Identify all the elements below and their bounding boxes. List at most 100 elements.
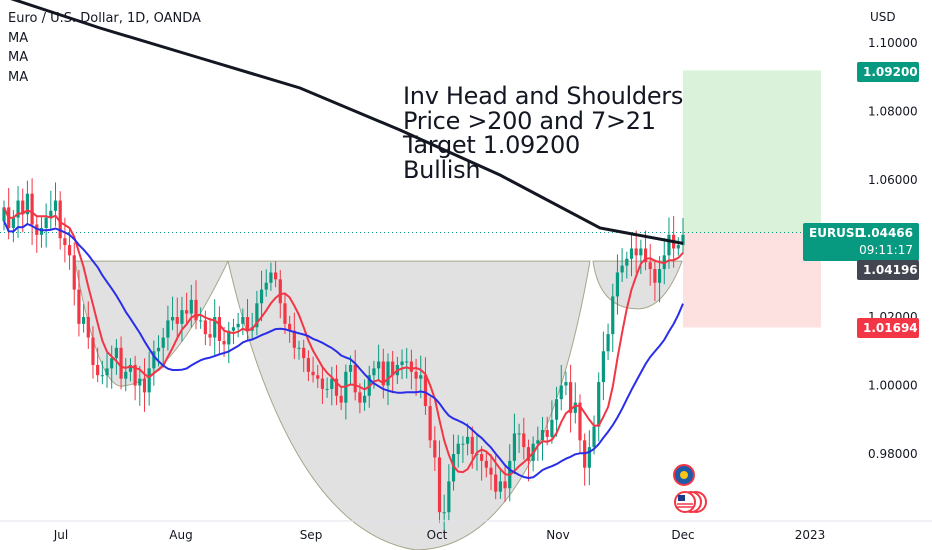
candle-body xyxy=(231,327,236,331)
candle-body xyxy=(559,385,563,400)
current-price-tag: EURUSD 1.04466 09:11:17 xyxy=(803,223,919,261)
annotation-line-2: Price >200 and 7>21 xyxy=(403,106,656,135)
eu-star-icon xyxy=(680,471,688,479)
candle-body xyxy=(255,303,259,328)
candle-body xyxy=(414,371,418,379)
candle-body xyxy=(91,337,95,365)
candle-body xyxy=(353,364,357,393)
event-icons[interactable] xyxy=(672,462,712,518)
candle-body xyxy=(297,347,301,349)
candle-body xyxy=(372,368,376,376)
annotation-line-4: Bullish xyxy=(403,155,481,184)
y-tick-label: 1.00000 xyxy=(868,379,918,393)
x-tick-label: Oct xyxy=(427,528,448,542)
candle-body xyxy=(536,440,540,444)
us-flag-icon xyxy=(678,495,685,501)
candle-body xyxy=(405,361,409,363)
candle-body xyxy=(465,436,470,444)
candle-body xyxy=(386,361,390,386)
candle-body xyxy=(569,382,573,413)
candle-body xyxy=(550,419,554,437)
candle-body xyxy=(339,395,343,403)
candle-body xyxy=(629,248,634,259)
candle-body xyxy=(306,358,310,372)
candle-body xyxy=(96,364,100,376)
bar-countdown: 09:11:17 xyxy=(859,243,913,257)
candle-body xyxy=(358,392,362,403)
candle-body xyxy=(194,299,198,321)
ma-legend-1[interactable]: MA xyxy=(8,30,29,46)
ma-legend-2[interactable]: MA xyxy=(8,50,29,65)
candle-body xyxy=(634,248,638,256)
candle-body xyxy=(278,279,282,304)
candle-body xyxy=(292,330,296,348)
candle-body xyxy=(63,238,67,246)
current-price-value: 1.04466 xyxy=(858,226,913,240)
candle-body xyxy=(437,457,442,513)
candle-body xyxy=(222,340,226,345)
candle-body xyxy=(39,227,44,235)
symbol-title[interactable]: Euro / U.S. Dollar, 1D, OANDA xyxy=(8,11,201,26)
candle-body xyxy=(545,430,549,437)
candle-body xyxy=(11,217,15,228)
candle-body xyxy=(433,440,437,458)
candle-body xyxy=(274,272,278,280)
candle-body xyxy=(166,320,170,338)
candle-body xyxy=(44,217,48,228)
head-shape xyxy=(227,260,591,550)
candle-body xyxy=(325,388,329,390)
candle-body xyxy=(428,406,432,441)
candle-body xyxy=(334,378,339,396)
candle-body xyxy=(128,364,133,372)
y-tick-label: 1.08000 xyxy=(868,105,918,119)
candle-body xyxy=(330,378,334,389)
candle-body xyxy=(72,255,76,290)
candle-body xyxy=(456,443,460,454)
candle-body xyxy=(189,299,193,314)
candle-body xyxy=(86,317,90,338)
candle-body xyxy=(67,245,72,256)
candle-body xyxy=(264,282,268,290)
candle-body xyxy=(119,347,123,379)
ma-price-tag: 1.04196 xyxy=(857,260,919,280)
chart-annotation[interactable]: Inv Head and Shoulders Price >200 and 7>… xyxy=(403,84,683,182)
candle-body xyxy=(199,320,203,322)
x-tick-label: Dec xyxy=(671,528,694,542)
candle-body xyxy=(447,481,451,513)
candle-body xyxy=(625,258,629,266)
candle-body xyxy=(138,378,142,386)
candle-body xyxy=(381,361,385,386)
candle-body xyxy=(423,375,428,407)
candle-body xyxy=(114,347,118,359)
candle-body xyxy=(348,364,353,372)
candle-body xyxy=(512,433,517,461)
candle-body xyxy=(180,310,184,324)
candle-body xyxy=(161,337,165,348)
chart-legend: Euro / U.S. Dollar, 1D, OANDA MA MA MA xyxy=(8,9,201,87)
candle-body xyxy=(615,272,620,297)
candle-body xyxy=(77,289,81,324)
candle-body xyxy=(53,200,58,211)
ma-legend-3[interactable]: MA xyxy=(8,69,29,85)
candle-body xyxy=(391,361,395,376)
candle-body xyxy=(648,262,652,270)
x-tick-label: Jul xyxy=(53,528,68,542)
candle-body xyxy=(639,248,643,256)
x-tick-label: Nov xyxy=(546,528,569,542)
candle-body xyxy=(587,447,591,468)
candle-body xyxy=(564,382,568,386)
candle-body xyxy=(489,467,493,475)
candle-body xyxy=(288,323,292,331)
annotation-line-1: Inv Head and Shoulders xyxy=(403,82,684,110)
candle-body xyxy=(573,402,577,413)
candle-body xyxy=(643,248,648,263)
y-tick-label: 0.98000 xyxy=(868,447,918,461)
ma-200-line xyxy=(10,0,684,245)
candle-body xyxy=(377,361,381,369)
candle-body xyxy=(82,317,86,324)
symbol-label: EURUSD xyxy=(809,226,865,240)
candle-body xyxy=(133,364,137,386)
x-tick-label: Aug xyxy=(169,528,192,542)
